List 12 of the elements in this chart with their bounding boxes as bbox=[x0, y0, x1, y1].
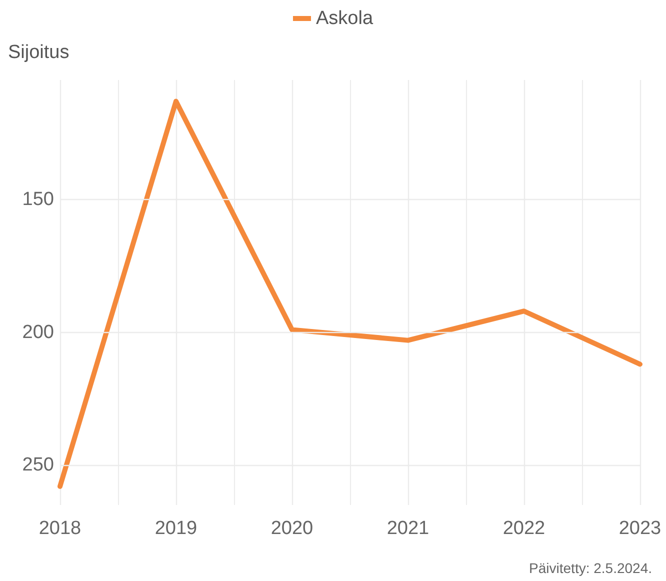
x-tick-label: 2020 bbox=[270, 518, 314, 539]
y-tick-label: 150 bbox=[22, 189, 54, 210]
legend-label: Askola bbox=[316, 8, 374, 29]
x-tick-label: 2019 bbox=[154, 518, 198, 539]
x-tick-label: 2018 bbox=[38, 518, 82, 539]
text: Päivitetty: 2.5.2024. bbox=[529, 560, 652, 576]
x-tick-label: 2022 bbox=[502, 518, 546, 539]
x-tick-label: 2021 bbox=[386, 518, 430, 539]
y-tick-label: 200 bbox=[22, 322, 54, 343]
y-axis-title: Sijoitus bbox=[8, 42, 70, 63]
y-tick-label: 250 bbox=[22, 454, 54, 476]
x-tick-label: 2023 bbox=[618, 518, 662, 539]
